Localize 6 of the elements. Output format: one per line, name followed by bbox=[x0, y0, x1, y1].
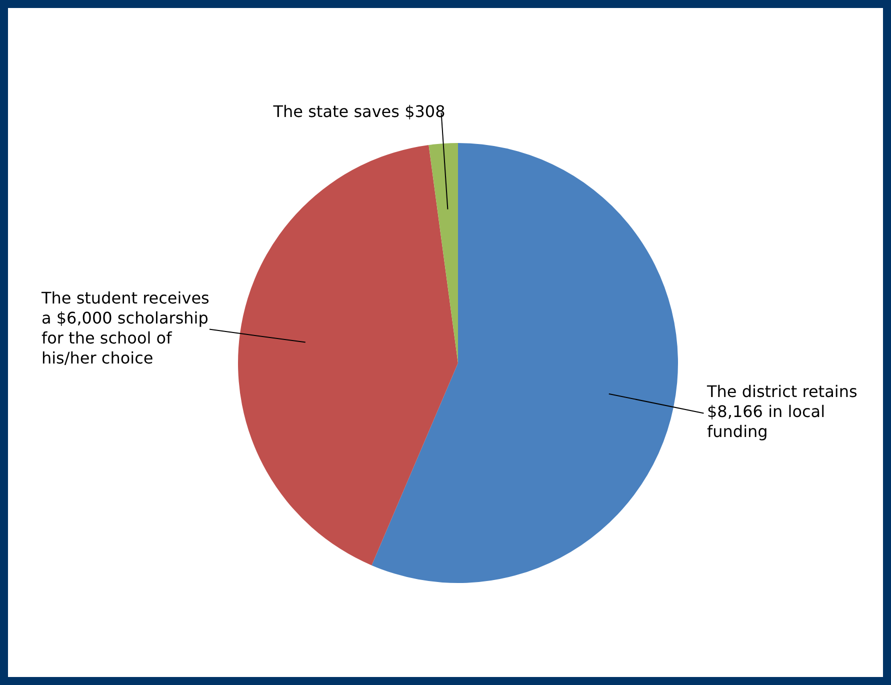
slice-label: The district retains $8,166 in local funding bbox=[706, 382, 858, 442]
slice-label: The state saves $308 bbox=[272, 102, 446, 122]
pie-slice bbox=[372, 143, 678, 583]
pie-slice bbox=[238, 144, 458, 566]
slice-label: The student receives a $6,000 scholarship for the school of his/her choice bbox=[40, 288, 210, 368]
pie-slice bbox=[428, 143, 458, 363]
